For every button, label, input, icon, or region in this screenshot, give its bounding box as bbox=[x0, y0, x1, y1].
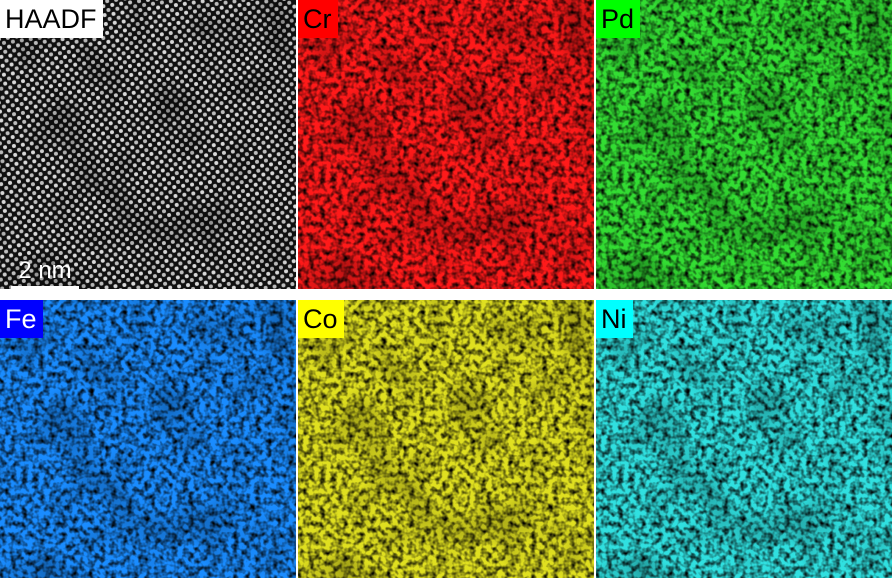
co-elemental-map bbox=[298, 300, 594, 578]
cr-map-panel: Cr bbox=[298, 0, 594, 289]
ni-elemental-map bbox=[596, 300, 892, 578]
panel-label: Cr bbox=[298, 0, 338, 38]
haadf-panel: HAADF 2 nm bbox=[0, 0, 296, 289]
ni-map-panel: Ni bbox=[596, 300, 892, 578]
cr-elemental-map bbox=[298, 0, 594, 289]
panel-label: Pd bbox=[596, 0, 641, 38]
panel-label: Ni bbox=[596, 300, 633, 338]
scale-bar-label: 2 nm bbox=[18, 257, 72, 284]
fe-map-panel: Fe bbox=[0, 300, 296, 578]
panel-label: HAADF bbox=[0, 0, 103, 38]
co-map-panel: Co bbox=[298, 300, 594, 578]
scale-bar-line bbox=[11, 286, 79, 289]
pd-elemental-map bbox=[596, 0, 892, 289]
panel-label: Co bbox=[298, 300, 344, 338]
fe-elemental-map bbox=[0, 300, 296, 578]
scale-bar: 2 nm bbox=[11, 257, 79, 289]
pd-map-panel: Pd bbox=[596, 0, 892, 289]
panel-label: Fe bbox=[0, 300, 43, 338]
haadf-image bbox=[0, 0, 296, 289]
